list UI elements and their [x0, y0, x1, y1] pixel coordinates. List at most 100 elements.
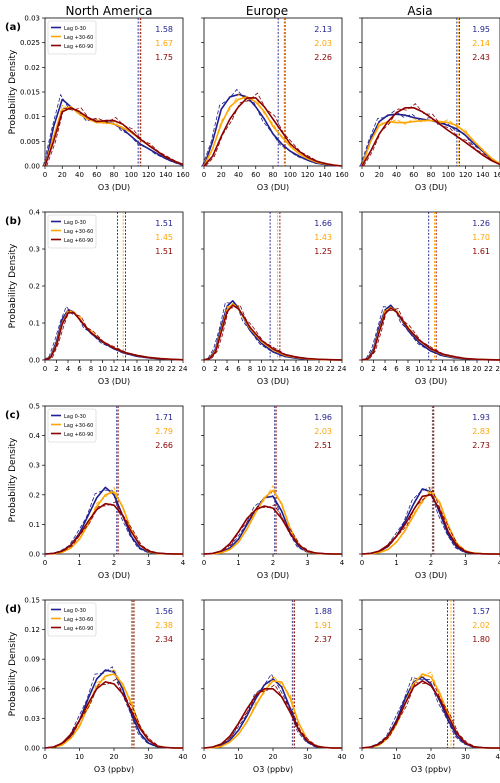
x-tick-label: 4: [225, 365, 230, 373]
y-tick-label: 0.3: [29, 246, 40, 254]
y-tick-label: 0.2: [29, 283, 40, 291]
series-line-lag-60-90: [44, 311, 184, 361]
series-line-lag-0-30: [203, 93, 343, 167]
stat-label: 1.25: [314, 247, 332, 256]
x-tick-label: 0: [360, 365, 364, 373]
x-tick-label: 10: [392, 753, 401, 761]
x-tick-label: 100: [125, 171, 138, 179]
x-tick-label: 6: [394, 365, 399, 373]
series-line-lag-60-90: [361, 106, 500, 167]
x-tick-label: 12: [427, 365, 436, 373]
stat-label: 2.73: [472, 441, 490, 450]
legend-label: Lag +60-90: [64, 432, 93, 438]
series-line-dashed: [363, 103, 500, 167]
x-tick-label: 0: [43, 171, 47, 179]
x-tick-label: 160: [493, 171, 500, 179]
x-tick-label: 160: [176, 171, 189, 179]
series-line-lag-60-90: [203, 304, 343, 361]
x-tick-label: 4: [181, 559, 186, 567]
y-tick-label: 0.03: [24, 715, 40, 723]
x-tick-label: 10: [98, 365, 107, 373]
legend-label: Lag +30-60: [64, 35, 93, 41]
stat-label: 1.80: [472, 635, 490, 644]
panel-label: (d): [5, 604, 21, 615]
stat-label: 1.51: [155, 247, 173, 256]
subplot-c-2: 0 1 2 3 4 O3 (DU) 1.96 2.03 2.51: [201, 405, 345, 580]
series-line-lag-60-90: [361, 307, 500, 361]
x-axis-label: O3 (ppbv): [411, 765, 451, 774]
x-tick-label: 30: [144, 753, 153, 761]
stat-label: 2.83: [472, 427, 490, 436]
legend: Lag 0-30 Lag +30-60 Lag +60-90: [47, 214, 97, 249]
x-tick-label: 30: [303, 753, 312, 761]
series-line-lag-60-90: [361, 493, 500, 555]
x-tick-label: 120: [459, 171, 472, 179]
series-line-lag-30-60: [361, 119, 500, 167]
x-tick-label: 8: [89, 365, 93, 373]
legend-label: Lag +30-60: [64, 229, 93, 235]
x-tick-label: 20: [110, 753, 119, 761]
x-tick-label: 16: [292, 365, 301, 373]
x-axis-label: O3 (DU): [98, 571, 130, 580]
stat-label: 1.43: [314, 233, 332, 242]
legend-label: Lag +30-60: [64, 617, 93, 623]
x-tick-label: 24: [338, 365, 347, 373]
stat-label: 2.34: [155, 635, 173, 644]
y-tick-label: 0.03: [24, 15, 40, 23]
x-tick-label: 4: [66, 365, 71, 373]
x-tick-label: 3: [146, 559, 150, 567]
x-tick-label: 0: [360, 753, 364, 761]
x-tick-label: 0: [202, 753, 206, 761]
x-tick-label: 40: [75, 171, 84, 179]
subplot-a-3: 0 20 40 60 80 100 120 140 160 O3 (DU) 1.95 2.14 2.43: [359, 17, 500, 192]
x-tick-label: 40: [392, 171, 401, 179]
series-line-lag-60-90: [44, 106, 184, 167]
y-tick-label: 0.15: [24, 597, 40, 605]
y-tick-label: 0.06: [24, 685, 40, 693]
column-header-asia: Asia: [407, 4, 432, 18]
axes-frame: [361, 17, 500, 167]
x-tick-label: 0: [202, 559, 206, 567]
x-tick-label: 60: [409, 171, 418, 179]
y-tick-label: 0.5: [29, 403, 40, 411]
y-tick-label: 0.0: [29, 551, 40, 559]
y-tick-label: 0.00: [24, 745, 40, 753]
x-tick-label: 2: [371, 365, 375, 373]
axes-frame: [361, 211, 500, 361]
panel-label: (c): [5, 410, 20, 421]
series-line-lag-60-90: [44, 681, 183, 749]
x-tick-label: 10: [415, 365, 424, 373]
x-axis-label: O3 (DU): [415, 377, 447, 386]
x-tick-label: 60: [92, 171, 101, 179]
x-tick-label: 120: [301, 171, 314, 179]
stat-label: 2.14: [472, 39, 490, 48]
x-tick-label: 140: [318, 171, 331, 179]
x-tick-label: 40: [338, 753, 347, 761]
x-tick-label: 18: [461, 365, 470, 373]
x-axis-label: O3 (DU): [415, 183, 447, 192]
legend-label: Lag +60-90: [64, 626, 93, 632]
x-tick-label: 1: [394, 559, 398, 567]
subplot-c-3: 0 1 2 3 4 O3 (DU) 1.93 2.83 2.73: [359, 405, 500, 580]
x-tick-label: 4: [498, 559, 500, 567]
subplot-d-2: 0 10 20 30 40 O3 (ppbv) 1.88 1.91 2.37: [201, 599, 347, 774]
y-tick-label: 0.4: [29, 432, 41, 440]
x-tick-label: 14: [438, 365, 447, 373]
x-tick-label: 0: [202, 171, 206, 179]
stat-label: 2.38: [155, 621, 173, 630]
stat-label: 2.02: [472, 621, 490, 630]
panel-label: (a): [5, 22, 21, 33]
x-tick-label: 0: [202, 365, 206, 373]
x-tick-label: 40: [234, 171, 243, 179]
x-tick-label: 18: [303, 365, 312, 373]
stat-label: 2.03: [314, 427, 332, 436]
stat-label: 1.51: [155, 219, 173, 228]
stat-label: 2.79: [155, 427, 173, 436]
x-tick-label: 0: [360, 171, 364, 179]
y-axis-label: Probability Density: [8, 631, 18, 716]
subplot-d-1: 0 10 20 30 40 0.00 0.03 0.06 0.09 0.12 0.15 O3 (ppb…: [24, 597, 187, 775]
x-tick-label: 8: [248, 365, 252, 373]
axes-frame: [361, 405, 500, 555]
panel-label: (b): [5, 216, 21, 227]
